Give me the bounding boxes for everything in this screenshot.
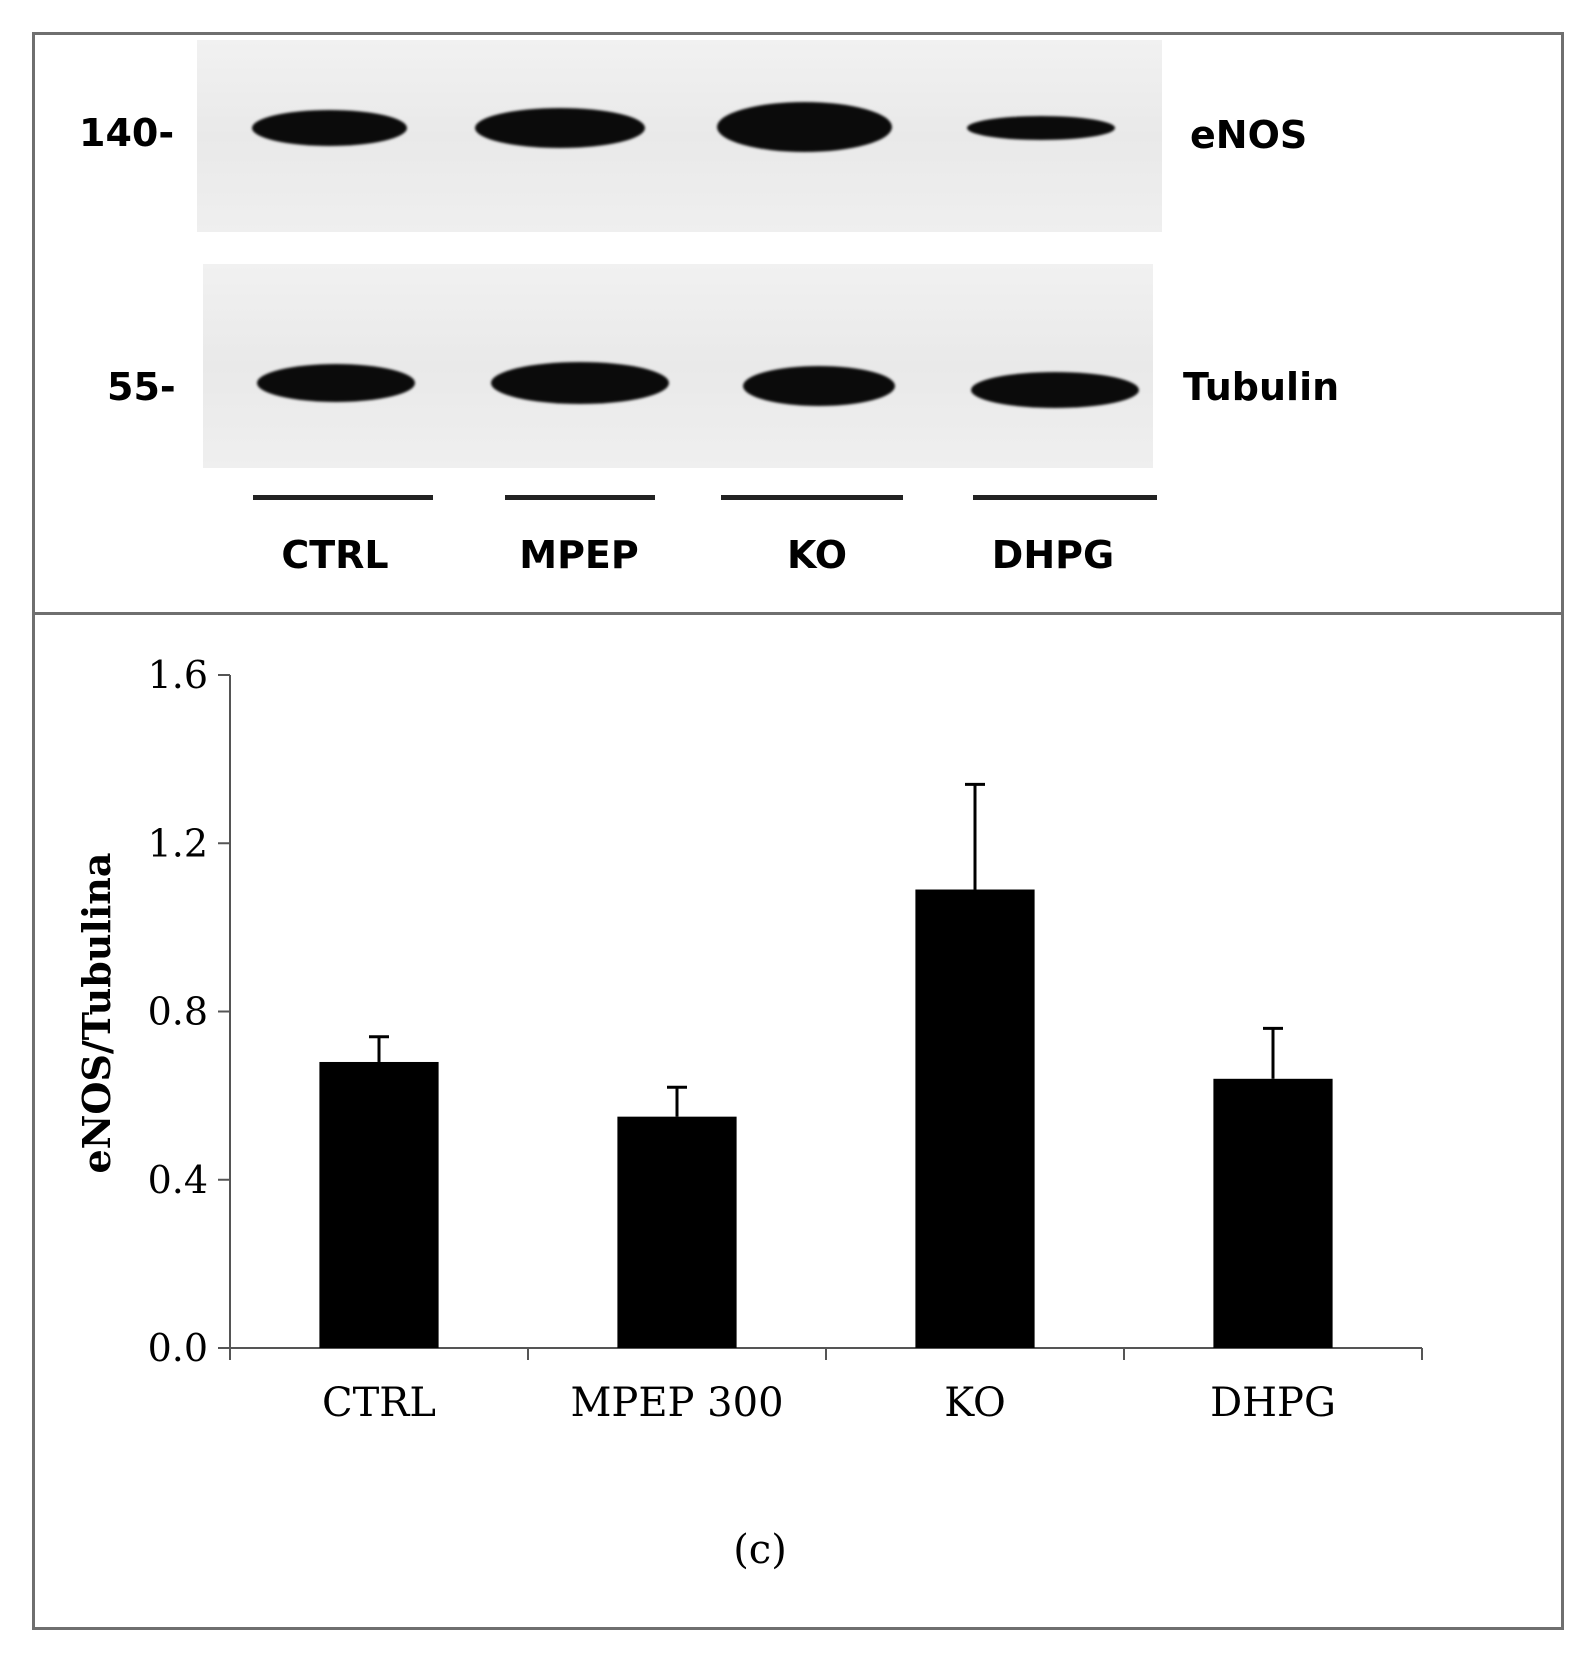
bar-mpep-300 [617,1116,737,1348]
bar-chart-panel: 0.0 0.4 0.8 1.2 1.6 CTRL MPEP 300 KO DHPG eNOS/… [32,612,1564,1630]
enos-band-mpep [475,108,645,148]
tubulin-band-ko [743,366,895,406]
x-tick-label: MPEP 300 [570,1380,783,1426]
western-blot-panel: 140- eNOS 55- Tubulin CTRL MPEP KO DHPG [32,32,1564,615]
tubulin-band-dhpg [971,372,1139,408]
tubulin-band-mpep [491,362,669,404]
x-tick-label: CTRL [322,1380,436,1426]
marker-140: 140- [79,111,175,155]
y-tick-label: 1.2 [148,821,208,865]
bar-ko [915,889,1035,1348]
protein-label-enos: eNOS [1190,113,1308,157]
enos-blot-strip [197,40,1162,232]
y-axis: 0.0 0.4 0.8 1.2 1.6 [148,653,231,1370]
y-tick-label: 0.8 [148,990,208,1034]
tubulin-band-ctrl [257,364,415,402]
y-tick-label: 1.6 [148,653,208,697]
bar-ctrl [319,1061,439,1348]
bar-chart: 0.0 0.4 0.8 1.2 1.6 CTRL MPEP 300 KO DHPG eNOS/… [74,653,1423,1573]
lane-label-ko: KO [786,533,848,577]
enos-band-dhpg [967,116,1115,140]
x-tick-label: DHPG [1210,1380,1336,1426]
protein-label-tubulin: Tubulin [1183,365,1340,409]
bar-dhpg [1213,1078,1333,1348]
enos-band-ctrl [252,110,407,146]
bars [319,889,1333,1348]
lane-line-mpep [505,495,655,500]
figure-caption: (c) [733,1527,787,1573]
lane-line-ctrl [253,495,433,500]
lane-line-ko [721,495,903,500]
x-tick-label: KO [944,1380,1006,1426]
y-tick-label: 0.0 [148,1326,208,1370]
enos-band-ko [717,102,892,152]
lane-label-mpep: MPEP [519,533,639,577]
lane-line-dhpg [973,495,1157,500]
tubulin-blot-strip [203,264,1153,468]
lane-label-ctrl: CTRL [281,533,389,577]
y-tick-label: 0.4 [148,1158,208,1202]
marker-55: 55- [107,365,176,409]
x-axis: CTRL MPEP 300 KO DHPG [229,1347,1423,1426]
lane-label-dhpg: DHPG [991,533,1115,577]
y-axis-title: eNOS/Tubulina [74,852,119,1173]
error-bars [369,782,1283,1117]
